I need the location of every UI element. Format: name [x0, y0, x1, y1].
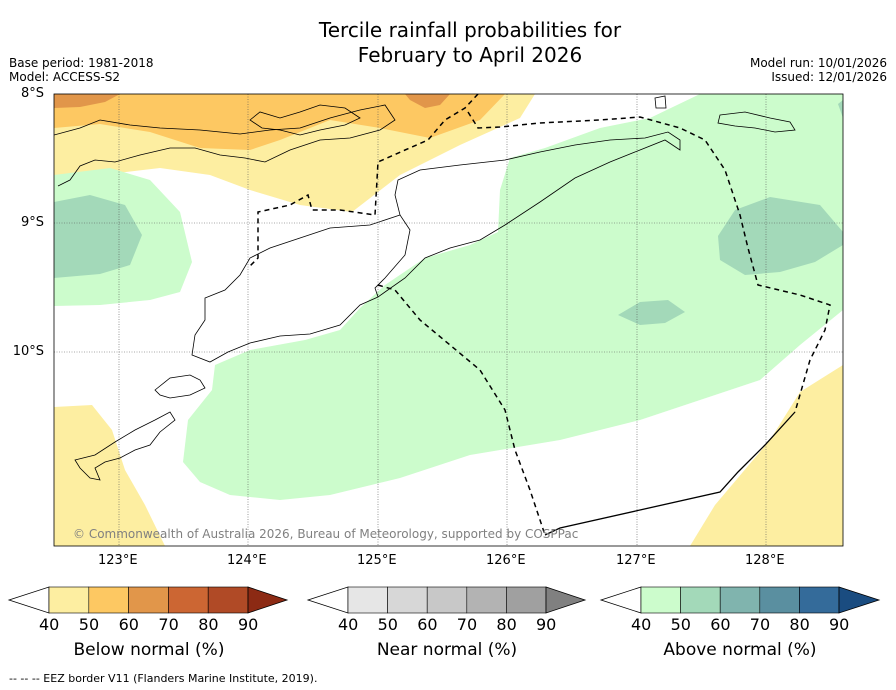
below-normal-60-north — [54, 94, 505, 150]
timor-west-coast — [191, 214, 401, 363]
metadata-right: Model run: 10/01/2026 Issued: 12/01/2026 — [750, 56, 887, 84]
eez-footnote: -- -- -- EEZ border V11 (Flanders Marine… — [9, 672, 318, 685]
above-normal-tick-label: 80 — [789, 615, 810, 634]
rote-island-coast — [154, 374, 206, 399]
timor-island-coast — [374, 131, 681, 298]
near-normal-tick-label: 90 — [536, 615, 557, 634]
sumba-island-coast — [74, 411, 176, 481]
map-title: Tercile rainfall probabilities for Febru… — [0, 18, 896, 68]
base-period: Base period: 1981-2018 — [9, 56, 154, 70]
near-normal-tick-label: 40 — [338, 615, 359, 634]
title-line-1: Tercile rainfall probabilities for — [318, 18, 622, 42]
copyright-notice: © Commonwealth of Australia 2026, Bureau… — [73, 527, 579, 541]
near-normal-tick-label: 50 — [377, 615, 398, 634]
lon-label-123e: 123°E — [98, 553, 138, 568]
metadata-left: Base period: 1981-2018 Model: ACCESS-S2 — [9, 56, 154, 84]
below-normal-tick-label: 40 — [39, 615, 60, 634]
below-normal-tick-label: 80 — [198, 615, 219, 634]
below-normal-50-southwest — [54, 405, 165, 546]
near-normal-tick-label: 70 — [456, 615, 478, 634]
lon-label-126e: 126°E — [486, 553, 526, 568]
above-normal-tick-label: 70 — [749, 615, 771, 634]
eez-border-solid — [544, 411, 796, 536]
model-name: Model: ACCESS-S2 — [9, 70, 121, 84]
title-line-2: February to April 2026 — [357, 43, 583, 67]
above-normal-tick-label: 50 — [670, 615, 691, 634]
alor-islands-coast — [249, 104, 361, 136]
below-normal-label: Below normal (%) — [73, 640, 225, 660]
above-normal-60-east — [718, 197, 843, 275]
above-normal-60-northeast — [838, 100, 843, 118]
above-normal-60-center — [618, 300, 685, 325]
lat-label-9s: 9°S — [20, 215, 44, 230]
map-frame — [53, 93, 844, 547]
wetar-coast — [717, 111, 796, 133]
below-normal-tick-label: 90 — [238, 615, 259, 634]
below-normal-tick-label: 50 — [78, 615, 100, 634]
below-normal-70-west — [54, 94, 120, 108]
issued-date: Issued: 12/01/2026 — [771, 70, 887, 84]
above-normal-tick-label: 90 — [829, 615, 850, 634]
lon-label-125e: 125°E — [357, 553, 397, 568]
lon-label-128e: 128°E — [745, 553, 785, 568]
model-run: Model run: 10/01/2026 — [749, 56, 887, 70]
below-normal-tick-label: 60 — [118, 615, 139, 634]
below-normal-70-east — [405, 94, 450, 108]
small-island-1 — [654, 95, 667, 109]
lat-label-10s: 10°S — [12, 344, 44, 359]
above-normal-tick-label: 40 — [631, 615, 652, 634]
lon-label-127e: 127°E — [616, 553, 656, 568]
alor-flores-coast — [54, 104, 396, 187]
lon-label-124e: 124°E — [227, 553, 267, 568]
above-normal-label: Above normal (%) — [663, 640, 817, 660]
coastlines — [54, 95, 796, 481]
below-normal-50-southeast — [690, 365, 843, 546]
lat-label-8s: 8°S — [20, 86, 44, 101]
near-normal-tick-label: 80 — [496, 615, 517, 634]
above-normal-tick-label: 60 — [710, 615, 731, 634]
eez-borders — [247, 94, 831, 536]
above-normal-60-west — [54, 195, 142, 278]
near-normal-label: Near normal (%) — [376, 640, 518, 660]
near-normal-tick-label: 60 — [417, 615, 438, 634]
below-normal-tick-label: 70 — [158, 615, 179, 634]
above-normal-50-main — [183, 94, 843, 500]
